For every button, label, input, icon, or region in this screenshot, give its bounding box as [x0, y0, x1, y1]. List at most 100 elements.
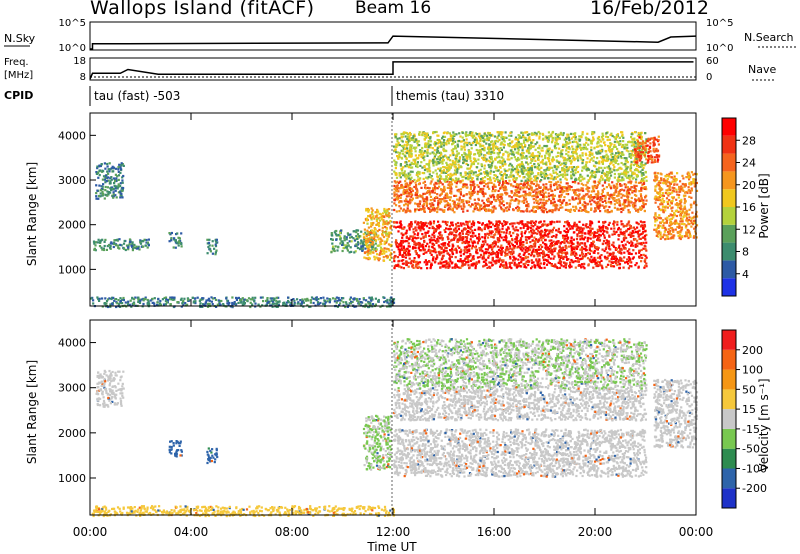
heat-cell [580, 263, 584, 266]
heat-cell [616, 195, 619, 198]
heat-cell [522, 165, 525, 168]
heat-cell [542, 189, 545, 192]
heat-cell [117, 170, 120, 173]
heat-cell [518, 183, 521, 186]
heat-cell [404, 253, 408, 256]
heat-cell [524, 262, 527, 265]
heat-cell [431, 239, 434, 242]
heat-cell [412, 237, 415, 240]
heat-cell [544, 162, 547, 165]
heat-cell [608, 234, 611, 237]
heat-cell [502, 153, 505, 156]
heat-cell [556, 175, 559, 179]
heat-cell [442, 144, 445, 147]
heat-cell [612, 241, 615, 244]
heat-cell [574, 193, 577, 196]
heat-cell [211, 240, 214, 243]
heat-cell [626, 240, 629, 243]
heat-cell [598, 182, 601, 185]
heat-cell [404, 185, 407, 188]
heat-cell [578, 193, 581, 196]
heat-cell [572, 225, 575, 228]
heat-cell [206, 242, 209, 245]
heat-cell [521, 147, 524, 150]
heat-cell [617, 154, 620, 158]
heat-cell [461, 232, 464, 235]
heat-cell [636, 198, 639, 202]
heat-cell [602, 224, 605, 227]
heat-cell [146, 246, 149, 249]
heat-cell [371, 212, 374, 215]
heat-cell [118, 238, 121, 241]
heat-cell [362, 221, 365, 224]
heat-cell [413, 178, 416, 182]
heat-cell [429, 220, 432, 223]
heat-cell [110, 189, 113, 192]
heat-cell [529, 186, 532, 189]
heat-cell [538, 245, 541, 249]
heat-cell [532, 248, 535, 251]
heat-cell [467, 249, 470, 252]
heat-cell [636, 230, 639, 233]
heat-cell [644, 230, 647, 233]
heat-cell [498, 204, 501, 207]
heat-cell [372, 221, 375, 225]
heat-cell [456, 245, 459, 248]
heat-cell [514, 180, 517, 183]
heat-cell [556, 220, 559, 223]
heat-cell [467, 233, 470, 236]
heat-cell [633, 193, 637, 197]
heat-cell [639, 237, 642, 240]
heat-cell [645, 179, 648, 182]
heat-cell [443, 166, 446, 169]
heat-cell [541, 158, 544, 161]
heat-cell [586, 226, 589, 229]
heat-cell [107, 179, 110, 182]
heat-cell [466, 172, 469, 175]
heat-cell [214, 253, 217, 256]
heat-cell [408, 149, 411, 153]
heat-cell [388, 258, 392, 261]
heat-cell [388, 208, 391, 211]
heat-cell [553, 255, 556, 258]
heat-cell [451, 250, 454, 253]
heat-cell [570, 246, 573, 249]
heat-cell [496, 254, 499, 257]
heat-cell [597, 264, 600, 267]
heat-cell [341, 240, 344, 243]
heat-cell [617, 150, 620, 153]
heat-cell [401, 248, 404, 252]
heat-cell [542, 183, 545, 186]
heat-cell [547, 192, 550, 195]
heat-cell [375, 248, 378, 251]
heat-cell [472, 191, 475, 194]
heat-cell [538, 206, 541, 209]
heat-cell [614, 137, 617, 140]
heat-cell [486, 243, 489, 246]
heat-cell [611, 233, 614, 236]
heat-cell [606, 178, 609, 181]
heat-cell [526, 223, 529, 226]
heat-cell [577, 260, 580, 263]
heat-cell [645, 249, 648, 252]
heat-cell [624, 201, 627, 204]
heat-cell [370, 216, 373, 219]
heat-cell [613, 143, 616, 146]
heat-cell [559, 195, 563, 198]
heat-cell [370, 222, 373, 225]
heat-cell [628, 178, 631, 181]
heat-cell [470, 225, 473, 228]
heat-cell [369, 250, 372, 253]
heat-cell [371, 209, 374, 212]
heat-cell [564, 251, 567, 255]
heat-cell [442, 132, 445, 135]
heat-cell [542, 211, 545, 214]
heat-cell [607, 179, 610, 182]
heat-cell [631, 140, 634, 143]
heat-cell [430, 263, 433, 266]
heat-cell [469, 183, 472, 186]
heat-cell [450, 208, 453, 211]
heat-cell [598, 263, 601, 266]
heat-cell [450, 249, 453, 252]
heat-cell [488, 230, 491, 233]
